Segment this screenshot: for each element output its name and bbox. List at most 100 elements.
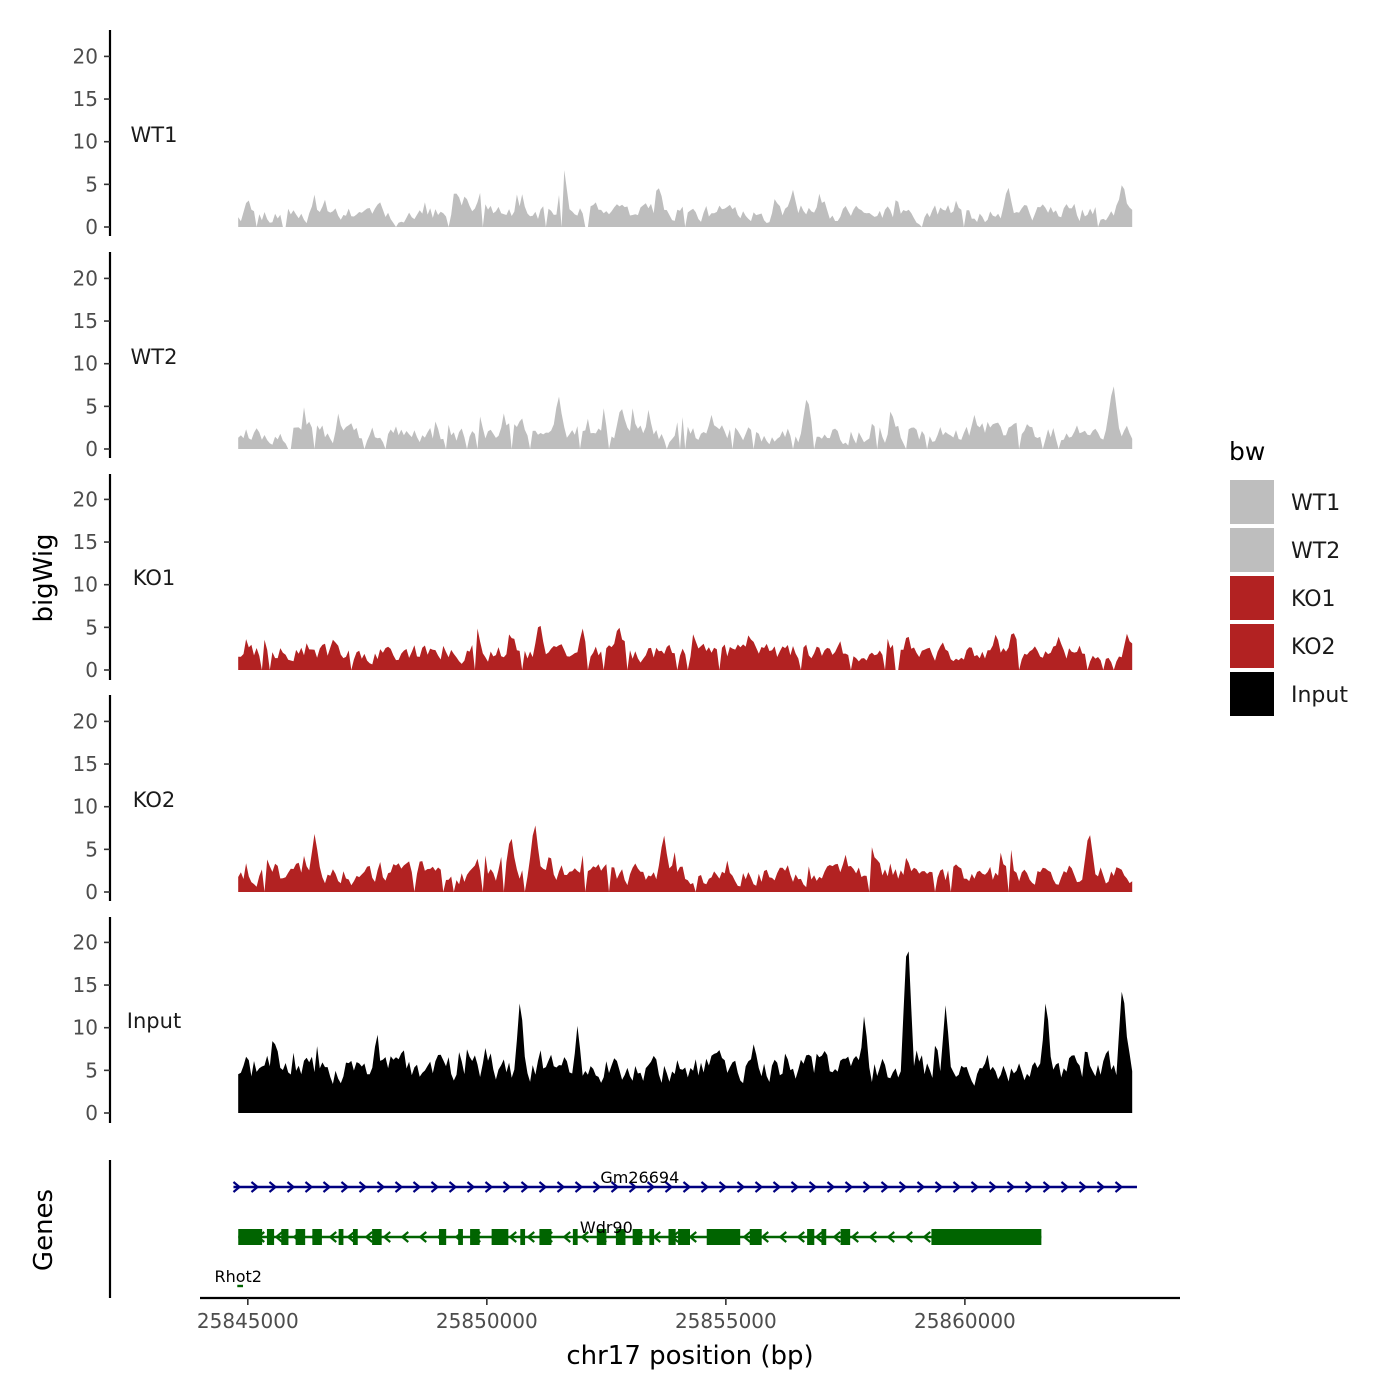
legend-swatch-wt2 (1230, 528, 1274, 572)
strand-arrow (346, 1231, 355, 1243)
strand-arrow (898, 1181, 908, 1193)
strand-arrow (688, 1231, 697, 1243)
track-label-wt2: WT2 (131, 345, 178, 369)
strand-arrow (646, 1181, 656, 1193)
y-tick-label: 0 (85, 437, 98, 461)
y-tick-label: 20 (73, 709, 98, 733)
strand-arrow (754, 1181, 764, 1193)
strand-arrow (502, 1181, 512, 1193)
strand-arrow (1114, 1181, 1124, 1193)
strand-arrow (358, 1181, 368, 1193)
gene-label: Rhot2 (214, 1267, 262, 1286)
exon (491, 1229, 509, 1245)
track-input: 0 5 10 15 20 Input (73, 917, 1133, 1125)
exon (338, 1229, 344, 1245)
strand-arrow (610, 1181, 620, 1193)
y-tick-label: 10 (73, 130, 98, 154)
strand-arrow (268, 1181, 278, 1193)
exon (632, 1229, 643, 1245)
legend-label-input: Input (1291, 683, 1348, 708)
gene-panel: Gm26694 Wdr90 Rhot2 (108, 1160, 1137, 1298)
y-tick-label: 15 (73, 530, 98, 554)
legend-label-ko1: KO1 (1291, 587, 1336, 612)
signal-area-input (238, 951, 1133, 1113)
strand-arrow (772, 1181, 782, 1193)
strand-arrow (970, 1181, 980, 1193)
strand-arrow (364, 1231, 373, 1243)
exon (281, 1229, 289, 1245)
strand-arrow (526, 1231, 535, 1243)
strand-arrow (844, 1181, 854, 1193)
strand-arrow (664, 1181, 674, 1193)
strand-arrow (274, 1231, 283, 1243)
exon (706, 1229, 741, 1245)
exon (266, 1229, 275, 1245)
strand-arrow (508, 1231, 517, 1243)
legend-title: bw (1229, 437, 1265, 466)
strand-arrow (340, 1181, 350, 1193)
strand-arrow (808, 1181, 818, 1193)
strand-arrow (556, 1181, 566, 1193)
legend-swatch-input (1230, 672, 1274, 716)
strand-arrow (778, 1231, 787, 1243)
x-axis: 25845000 25850000 25855000 25860000 (197, 1296, 1180, 1333)
strand-arrow (232, 1181, 242, 1193)
strand-arrow (250, 1181, 260, 1193)
legend-label-ko2: KO2 (1291, 635, 1336, 660)
strand-arrow (562, 1231, 571, 1243)
y-axis-title: bigWig (29, 533, 59, 622)
strand-arrow (538, 1181, 548, 1193)
exon (470, 1229, 480, 1245)
y-tick-label: 10 (73, 1016, 98, 1040)
strand-arrow (796, 1231, 805, 1243)
x-tick-label: 25850000 (436, 1309, 538, 1333)
track-ko1: 0 5 10 15 20 KO1 (73, 474, 1133, 682)
exon (372, 1229, 382, 1245)
exon (439, 1229, 447, 1245)
strand-arrow (328, 1231, 337, 1243)
strand-arrow (520, 1181, 530, 1193)
strand-arrow (580, 1231, 589, 1243)
strand-arrow (850, 1231, 859, 1243)
strand-arrow (376, 1181, 386, 1193)
y-tick-label: 15 (73, 87, 98, 111)
strand-arrow (868, 1231, 877, 1243)
strand-arrow (832, 1231, 841, 1243)
y-tick-label: 0 (85, 880, 98, 904)
strand-arrow (430, 1181, 440, 1193)
exon (539, 1229, 552, 1245)
exon (312, 1229, 322, 1245)
exon (238, 1229, 263, 1245)
gene-gm26694: Gm26694 (232, 1168, 1137, 1193)
track-label-ko1: KO1 (133, 566, 176, 590)
strand-arrow (1078, 1181, 1088, 1193)
y-tick-label: 20 (73, 44, 98, 68)
track-wt1: 0 5 10 15 20 WT1 (73, 30, 1133, 239)
strand-arrow (760, 1231, 769, 1243)
exon (678, 1229, 690, 1245)
track-label-input: Input (127, 1009, 181, 1033)
exon (520, 1229, 526, 1245)
strand-arrow (934, 1181, 944, 1193)
exon (295, 1229, 306, 1245)
strand-arrow (742, 1231, 751, 1243)
exon (572, 1229, 578, 1245)
strand-arrow (1060, 1181, 1070, 1193)
legend-swatch-ko2 (1230, 624, 1274, 668)
y-tick-label: 20 (73, 487, 98, 511)
strand-arrow (1024, 1181, 1034, 1193)
track-wt2: 0 5 10 15 20 WT2 (73, 252, 1133, 461)
exon (749, 1229, 762, 1245)
exon (668, 1229, 676, 1245)
exon (807, 1229, 815, 1245)
y-tick-label: 5 (85, 1058, 98, 1082)
strand-arrow (916, 1181, 926, 1193)
signal-area-wt1 (238, 170, 1133, 227)
strand-arrow (1096, 1181, 1106, 1193)
strand-arrow (904, 1231, 913, 1243)
legend-label-wt2: WT2 (1291, 539, 1340, 564)
x-tick-label: 25845000 (197, 1309, 299, 1333)
y-tick-label: 10 (73, 352, 98, 376)
strand-arrow (736, 1181, 746, 1193)
gene-wdr90: Wdr90 (238, 1218, 1042, 1245)
